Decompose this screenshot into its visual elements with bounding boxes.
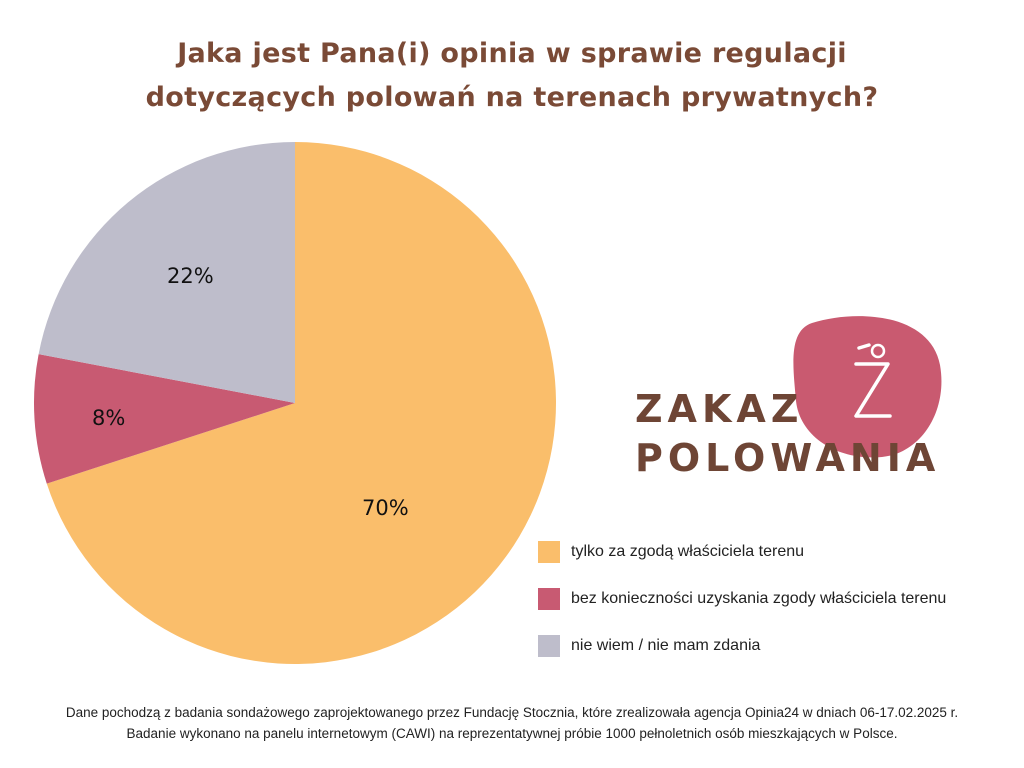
legend-label-0: tylko za zgodą właściciela terenu — [571, 543, 805, 560]
logo-graphic — [793, 316, 942, 458]
legend-swatch-0 — [538, 541, 560, 563]
slice-label-2: 22% — [167, 264, 214, 288]
legend-item-1: bez konieczności uzyskania zgody właścic… — [538, 587, 946, 611]
logo-line-1: ZAKAZ — [635, 387, 804, 431]
legend-item-0: tylko za zgodą właściciela terenu — [538, 540, 946, 564]
zakaz-polowania-logo: ZAKAZ POLOWANIA — [630, 305, 970, 505]
pie-slice-2 — [38, 142, 296, 403]
legend-item-2: nie wiem / nie mam zdania — [538, 634, 946, 658]
chart-title-line-1: Jaka jest Pana(i) opinia w sprawie regul… — [177, 38, 847, 69]
footnote-line-1: Dane pochodzą z badania sondażowego zapr… — [65, 705, 959, 720]
footnote: Dane pochodzą z badania sondażowego zapr… — [0, 702, 1024, 744]
chart-title: Jaka jest Pana(i) opinia w sprawie regul… — [0, 32, 1024, 120]
footnote-line-2: Badanie wykonano na panelu internetowym … — [126, 726, 898, 741]
z-dot-icon-mark — [854, 343, 892, 418]
slice-label-1: 8% — [92, 406, 126, 430]
pie-slice-1 — [33, 354, 295, 484]
logo-blob — [793, 316, 942, 458]
legend-label-1: bez konieczności uzyskania zgody właścic… — [571, 590, 947, 607]
legend-label-2: nie wiem / nie mam zdania — [571, 637, 761, 654]
legend-swatch-1 — [538, 588, 560, 610]
chart-title-line-2: dotyczących polowań na terenach prywatny… — [145, 82, 879, 113]
logo-line-2: POLOWANIA — [635, 436, 941, 480]
slice-label-0: 70% — [362, 496, 409, 520]
pie-slice-0 — [46, 142, 556, 664]
z-dot-icon-dot — [870, 343, 886, 359]
legend: tylko za zgodą właściciela terenu bez ko… — [538, 540, 946, 681]
z-dot-icon — [854, 343, 892, 418]
legend-swatch-2 — [538, 635, 560, 657]
